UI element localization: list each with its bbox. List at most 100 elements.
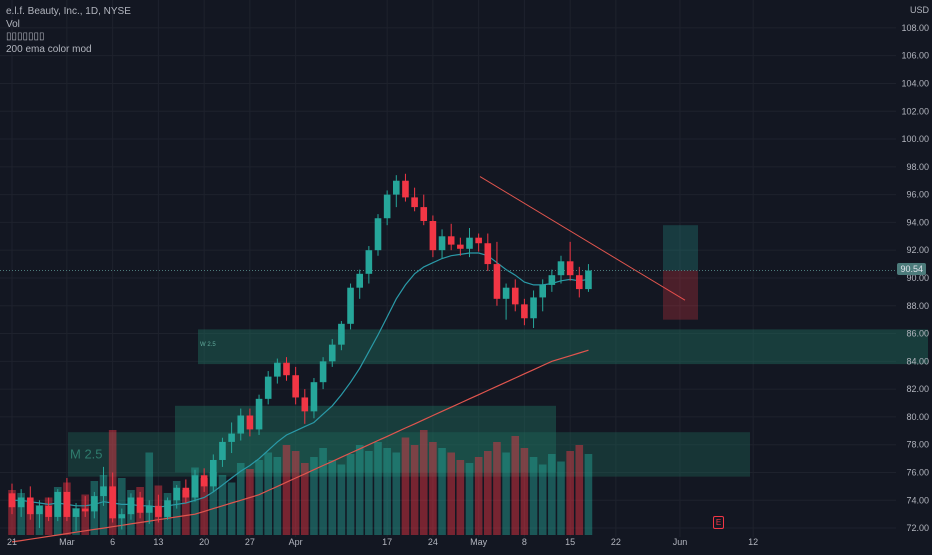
candle-body [237,415,245,434]
candle-body [210,459,217,487]
candle-body [548,275,556,285]
candle-body [557,261,565,276]
candle-body [393,180,400,195]
x-tick-label: 21 [7,537,17,547]
candle-body [219,441,226,460]
candle-body [475,237,482,244]
candle-body [319,361,327,383]
candle-body [274,362,281,377]
volume-bar [438,448,446,535]
candle-body [585,270,592,290]
candle-body [420,207,428,222]
volume-bar [447,452,455,535]
volume-bar [419,430,428,535]
volume-bar [365,451,373,535]
volume-bar [410,445,419,535]
candle-body [539,284,546,298]
currency-label: USD [909,5,929,15]
volume-bar [529,457,538,535]
candle-body [447,236,455,245]
candle-body [81,508,89,512]
candle-body [566,261,574,276]
x-tick-label: Jun [673,537,688,547]
x-tick-label: Mar [59,537,75,547]
volume-bar [584,454,593,535]
volume-bar [264,452,272,535]
volume-bar [548,454,556,535]
candle-body [136,497,144,513]
candle-body [164,500,171,517]
volume-bar [182,490,190,535]
candle-body [310,382,318,412]
zone-label-lower: M 2.5 [70,447,103,462]
candle-body [301,397,309,412]
candle-body [127,497,135,515]
candle-body [429,221,437,251]
ema-fast-line [12,252,589,508]
candle-body [109,486,116,519]
y-tick-label: 86.00 [906,329,929,339]
volume-bar [301,463,309,535]
target-box [663,225,698,271]
volume-indicator-label[interactable]: Vol [6,18,20,30]
candle-body [54,491,62,517]
y-tick-label: 88.00 [906,301,929,311]
earnings-badge[interactable]: E [713,516,724,529]
candle-body [100,486,107,497]
y-tick-label: 102.00 [901,106,929,116]
volume-bar [502,452,510,535]
y-tick-label: 92.00 [906,245,929,255]
y-tick-label: 84.00 [906,356,929,366]
candle-body [173,487,180,501]
y-tick-label: 94.00 [906,217,929,227]
y-tick-label: 82.00 [906,384,929,394]
trendline [479,176,686,301]
candle-body [383,194,391,219]
candle-body [228,433,235,442]
x-tick-label: 22 [611,537,621,547]
volume-bar [200,478,208,535]
volume-bar [118,478,126,535]
volume-bar [474,457,483,535]
x-tick-label: 17 [382,537,392,547]
volume-bar [282,445,291,535]
candle-body [63,491,71,517]
candle-body [91,496,98,512]
candle-body [8,493,16,508]
ema-slow-line [11,349,589,543]
volume-bar [218,475,227,535]
candle-body [118,514,126,519]
volume-bar [355,445,364,535]
candle-body [36,505,43,515]
candle-body [576,275,583,290]
candle-body [27,497,34,515]
x-tick-label: 12 [748,537,758,547]
x-tick-label: 8 [522,537,527,547]
volume-bar [328,460,337,535]
volume-bar [392,452,401,535]
volume-bar [209,472,218,535]
x-tick-label: 15 [565,537,575,547]
custom-indicator-label[interactable]: ▯▯▯▯▯▯▯ [6,31,45,42]
candle-body [155,505,162,517]
y-tick-label: 76.00 [906,467,929,477]
candle-body [182,487,190,498]
x-tick-label: 13 [153,537,163,547]
candle-body [45,505,52,517]
volume-bar [246,469,254,535]
volume-bar [346,454,355,535]
volume-bar [511,436,520,535]
support-zone-lower [68,432,750,477]
candle-body [338,323,345,345]
volume-bar [520,448,529,535]
x-tick-label: May [470,537,488,547]
candle-body [484,243,492,265]
x-tick-label: 27 [245,537,255,547]
candle-body [255,398,263,430]
y-tick-label: 98.00 [906,162,929,172]
symbol-title[interactable]: e.l.f. Beauty, Inc., 1D, NYSE [6,6,131,17]
ema-indicator-label[interactable]: 200 ema color mod [6,43,92,55]
resistance-zone-upper [198,329,928,365]
